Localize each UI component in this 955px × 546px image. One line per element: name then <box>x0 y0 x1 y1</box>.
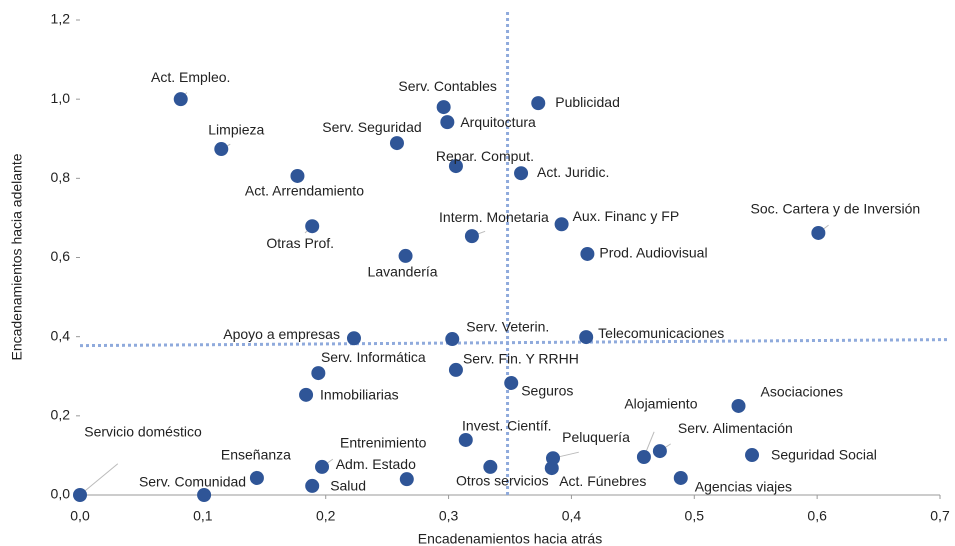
point-label: Apoyo a empresas <box>223 326 340 342</box>
point-label: Peluquería <box>562 429 630 445</box>
y-tick-label: 1,2 <box>51 11 71 27</box>
point <box>448 159 463 174</box>
point <box>745 448 760 463</box>
y-tick-label: 0,6 <box>51 248 71 264</box>
point-label: Soc. Cartera y de Inversión <box>751 201 921 217</box>
point <box>398 248 413 263</box>
x-axis-title: Encadenamientos hacia atrás <box>418 531 602 546</box>
point-label: Interm. Monetaria <box>439 209 549 225</box>
point-label: Prod. Audiovisual <box>599 245 707 261</box>
point <box>448 362 463 377</box>
point-label: Serv. Fin. Y RRHH <box>463 351 579 367</box>
point <box>346 331 361 346</box>
point <box>811 225 826 240</box>
point-label: Serv. Seguridad <box>322 119 421 135</box>
point <box>464 229 479 244</box>
point <box>440 115 455 130</box>
point-label: Limpieza <box>208 122 264 138</box>
point-label: Adm. Estado <box>336 456 416 472</box>
point-label: Serv. Veterin. <box>466 319 549 335</box>
point-label: Act. Empleo. <box>151 69 230 85</box>
point <box>315 459 330 474</box>
point-label: Invest. Científ. <box>462 418 551 434</box>
point <box>504 375 519 390</box>
point <box>436 100 451 115</box>
point-label: Alojamiento <box>624 396 697 412</box>
point-label: Aux. Financ y FP <box>573 208 680 224</box>
point <box>173 92 188 107</box>
point <box>458 432 473 447</box>
x-tick-label: 0,5 <box>685 508 705 524</box>
point-label: Serv. Alimentación <box>678 420 793 436</box>
point <box>731 398 746 413</box>
x-tick-label: 0,1 <box>193 508 213 524</box>
x-tick-label: 0,2 <box>316 508 336 524</box>
point-label: Seguridad Social <box>771 447 877 463</box>
point <box>531 96 546 111</box>
point-label: Servicio doméstico <box>84 424 202 440</box>
point-label: Agencias viajes <box>695 479 792 495</box>
point <box>636 450 651 464</box>
point <box>305 478 320 493</box>
y-tick-label: 0,4 <box>51 327 71 343</box>
point <box>546 451 560 466</box>
point <box>249 470 264 485</box>
point <box>580 246 595 261</box>
point <box>197 488 212 502</box>
y-axis-title: Encadenamientos hacia adelante <box>9 153 25 360</box>
point <box>389 136 404 151</box>
point <box>483 459 498 474</box>
point <box>652 444 667 459</box>
point-label: Publicidad <box>555 94 620 110</box>
point-label: Act. Juridic. <box>537 164 609 180</box>
point-label: Lavandería <box>368 264 438 280</box>
point <box>214 142 229 157</box>
point <box>514 166 529 181</box>
point-label: Serv. Informática <box>321 349 426 365</box>
point <box>554 217 569 232</box>
point <box>73 488 87 502</box>
x-tick-label: 0,4 <box>562 508 582 524</box>
point-label: Act. Arrendamiento <box>245 183 364 199</box>
point-label: Serv. Comunidad <box>139 474 246 490</box>
point-label: Arquitoctura <box>460 114 536 130</box>
y-tick-label: 0,0 <box>51 486 71 502</box>
leader-line <box>79 463 119 496</box>
point <box>290 168 305 183</box>
point <box>399 472 414 487</box>
y-tick-label: 0,8 <box>51 169 71 185</box>
point-label: Act. Fúnebres <box>559 473 646 489</box>
x-tick-label: 0,7 <box>930 508 950 524</box>
point <box>673 470 688 485</box>
point <box>311 366 326 381</box>
point-label: Repar. Comput. <box>436 148 534 164</box>
x-tick-label: 0,3 <box>439 508 459 524</box>
point-label: Enseñanza <box>221 447 291 463</box>
reference-line-y <box>79 338 949 348</box>
y-tick-label: 0,2 <box>51 407 71 423</box>
x-tick-label: 0,0 <box>70 508 90 524</box>
point <box>445 332 460 347</box>
point-label: Entrenimiento <box>340 435 427 451</box>
point-label: Salud <box>330 478 366 494</box>
point-label: Asociaciones <box>761 384 844 400</box>
point-label: Otras Prof. <box>266 235 334 251</box>
point-label: Inmobiliarias <box>320 387 399 403</box>
point <box>579 330 594 345</box>
point-label: Serv. Contables <box>398 78 497 94</box>
point-label: Seguros <box>521 383 573 399</box>
y-tick-label: 1,0 <box>51 90 71 106</box>
point-label: Otros servicios <box>456 473 549 489</box>
point <box>299 387 314 402</box>
point <box>305 219 320 234</box>
x-tick-label: 0,6 <box>807 508 827 524</box>
point-label: Telecomunicaciones <box>598 325 724 341</box>
